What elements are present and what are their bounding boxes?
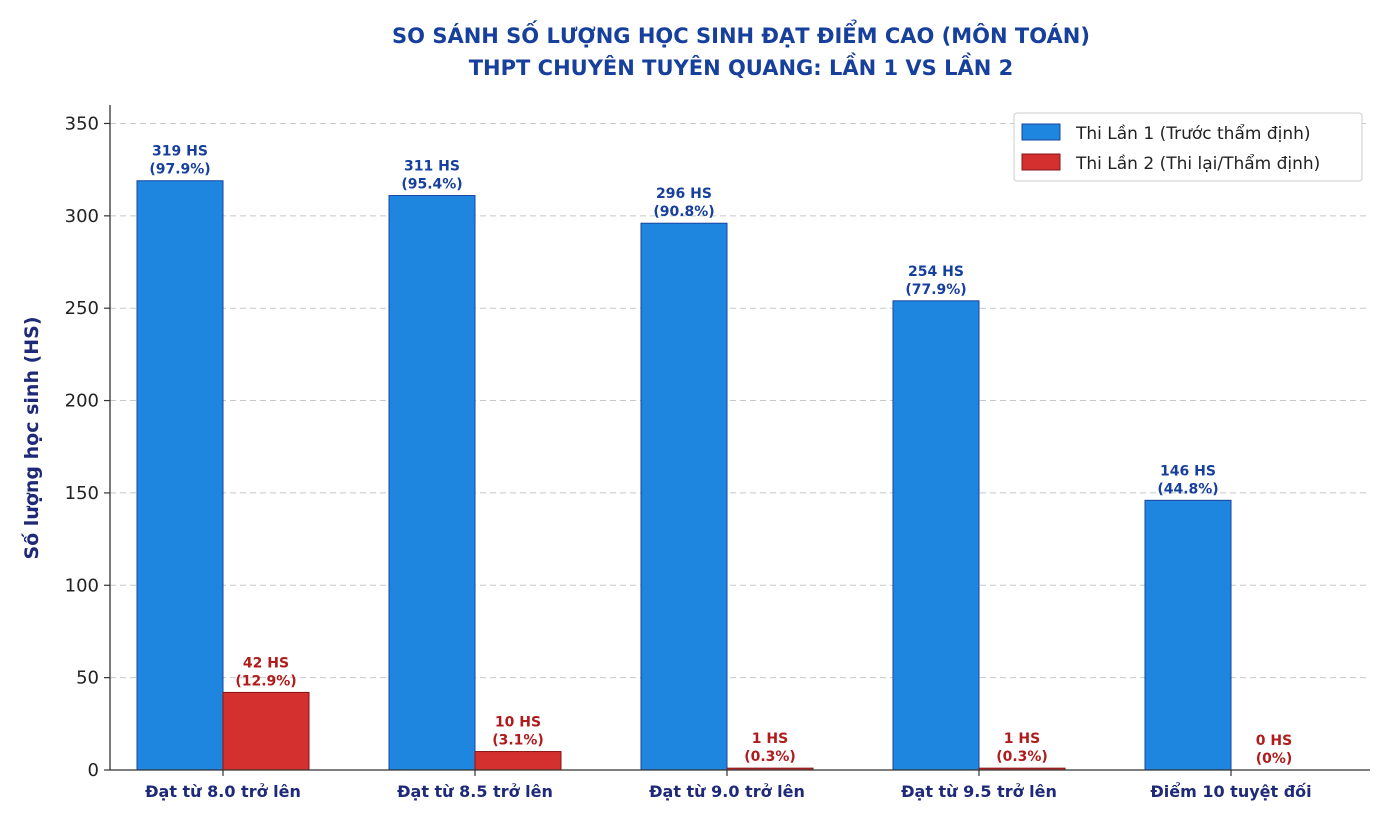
legend-box xyxy=(1013,112,1363,182)
bar-series-1-cat-4 xyxy=(892,300,980,771)
data-label-percent: (97.9%) xyxy=(149,162,210,178)
legend-label-series-1: Thi Lần 1 (Trước thẩm định) xyxy=(1075,123,1311,144)
y-axis-ticks: 0 50 100 150 200 250 300 350 xyxy=(65,113,110,781)
data-label-percent: (95.4%) xyxy=(401,177,462,193)
data-label-count: 146 HS xyxy=(1160,463,1216,479)
bar-series-1-cat-3 xyxy=(640,222,728,771)
data-label-count: 10 HS xyxy=(495,715,541,731)
data-label-count: 296 HS xyxy=(656,186,712,202)
x-tick-label: Đạt từ 9.0 trở lên xyxy=(649,782,805,801)
data-label-percent: (0.3%) xyxy=(996,749,1048,765)
data-label-percent: (77.9%) xyxy=(905,282,966,298)
data-label-count: 1 HS xyxy=(1004,731,1040,747)
grid-lines xyxy=(110,122,1370,679)
data-label-count: 42 HS xyxy=(243,655,289,671)
y-tick-label: 0 xyxy=(88,760,99,781)
y-axis-label: Số lượng học sinh (HS) xyxy=(20,316,43,559)
legend-label-series-2: Thi Lần 2 (Thi lại/Thẩm định) xyxy=(1075,153,1320,174)
chart-title-line1: SO SÁNH SỐ LƯỢNG HỌC SINH ĐẠT ĐIỂM CAO (… xyxy=(392,20,1090,48)
bar-series-2-cat-2 xyxy=(474,751,562,771)
data-label-percent: (0%) xyxy=(1256,751,1293,767)
data-label-percent: (3.1%) xyxy=(492,733,544,749)
data-label-percent: (12.9%) xyxy=(235,673,296,689)
bar-series-2-cat-1 xyxy=(222,691,310,771)
x-tick-label: Đạt từ 9.5 trở lên xyxy=(901,782,1057,801)
data-labels: 319 HS (97.9%) 42 HS (12.9%) 311 HS (95.4%) 10… xyxy=(149,144,1292,767)
bar-series-1-cat-5 xyxy=(1144,499,1232,771)
data-label-percent: (44.8%) xyxy=(1157,481,1218,497)
y-tick-label: 200 xyxy=(65,391,99,412)
data-label-count: 1 HS xyxy=(752,731,788,747)
data-label-count: 311 HS xyxy=(404,159,460,175)
x-tick-label: Đạt từ 8.0 trở lên xyxy=(145,782,301,801)
y-tick-label: 350 xyxy=(65,113,99,134)
data-label-count: 0 HS xyxy=(1256,733,1292,749)
y-tick-label: 300 xyxy=(65,206,99,227)
y-tick-label: 150 xyxy=(65,483,99,504)
x-axis-ticks: Đạt từ 8.0 trở lên Đạt từ 8.5 trở lên Đạt … xyxy=(145,770,1312,801)
data-label-percent: (0.3%) xyxy=(744,749,796,765)
chart-title-line2: THPT CHUYÊN TUYÊN QUANG: LẦN 1 VS LẦN 2 xyxy=(469,52,1014,80)
bar-series-1-cat-2 xyxy=(388,195,476,771)
y-tick-label: 250 xyxy=(65,298,99,319)
bar-series-1-cat-1 xyxy=(136,180,224,771)
bars xyxy=(136,180,1232,771)
y-tick-label: 50 xyxy=(76,668,99,689)
x-tick-label: Đạt từ 8.5 trở lên xyxy=(397,782,553,801)
legend-swatch-series-1 xyxy=(1021,123,1061,141)
legend: Thi Lần 1 (Trước thẩm định) Thi Lần 2 (T… xyxy=(1013,112,1363,182)
x-tick-label: Điểm 10 tuyệt đối xyxy=(1150,782,1311,801)
y-tick-label: 100 xyxy=(65,575,99,596)
data-label-count: 254 HS xyxy=(908,264,964,280)
legend-swatch-series-2 xyxy=(1021,153,1061,171)
data-label-percent: (90.8%) xyxy=(653,204,714,220)
data-label-count: 319 HS xyxy=(152,144,208,160)
